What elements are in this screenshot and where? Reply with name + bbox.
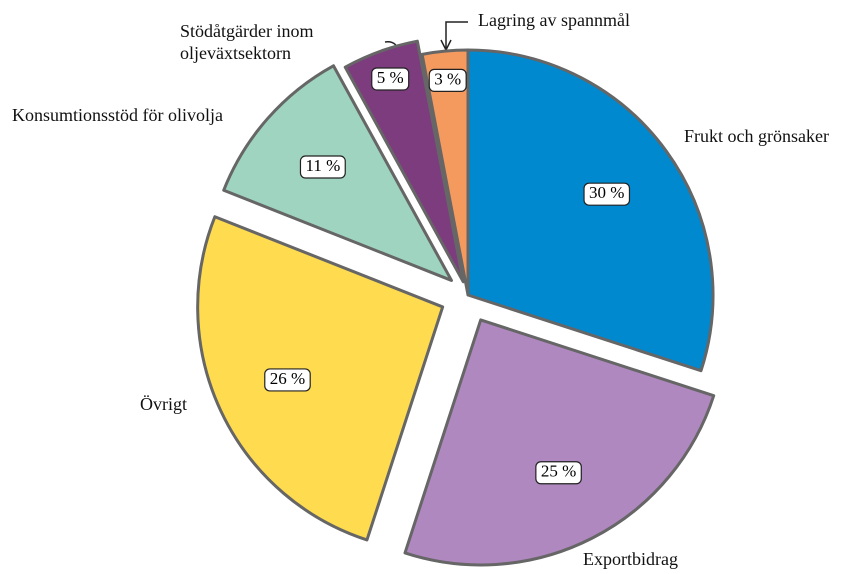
leader-arrow [440,21,468,52]
category-label: Exportbidrag [583,549,678,569]
value-label-box [371,67,410,91]
category-label: Övrigt [140,394,187,414]
value-label: 30 % [583,182,631,206]
category-label: Frukt och grönsaker [684,126,829,146]
pie-slice [343,39,465,284]
value-label-text: 3 % [434,69,461,88]
category-label: Konsumtionsstöd för olivolja [12,105,223,125]
pie-slice [403,318,716,567]
value-label: 11 % [299,155,346,179]
value-label-text: 11 % [305,156,340,175]
pie-slice [466,48,715,373]
value-label-box [264,368,311,392]
value-label-text: 25 % [541,462,576,481]
value-label-box [583,182,631,206]
value-label-box [535,461,582,485]
value-label: 25 % [535,461,582,485]
value-label-text: 30 % [589,183,624,202]
value-label-box [299,155,346,179]
value-label: 3 % [428,68,467,92]
pie-slice [420,48,470,297]
value-label-text: 26 % [270,369,305,388]
value-label: 5 % [371,67,410,91]
category-label: Stödåtgärder inom oljeväxtsektorn [180,21,314,63]
value-label: 26 % [264,368,311,392]
value-label-box [428,68,467,92]
value-label-text: 5 % [377,68,404,87]
category-label: Lagring av spannmål [478,10,630,30]
pie-slice [196,215,445,542]
